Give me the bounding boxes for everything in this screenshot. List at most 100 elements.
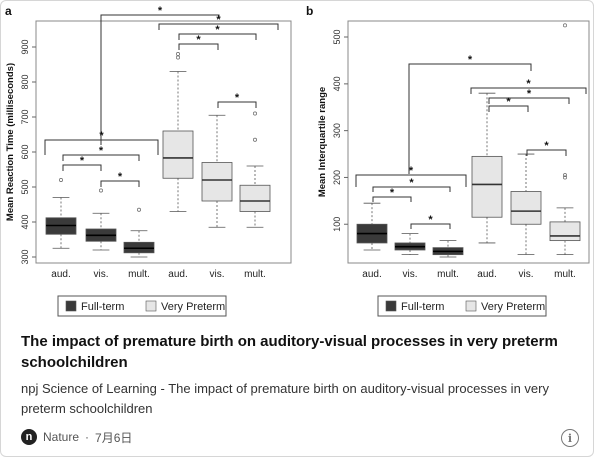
x-tick-label: mult.	[437, 269, 459, 280]
box-full-term-aud	[45, 178, 77, 249]
nature-logo-icon: n	[21, 429, 37, 445]
bracket-line	[44, 139, 159, 155]
significance-bracket: *	[488, 96, 529, 112]
legend-swatch	[385, 300, 397, 312]
panel-b: b 100 200 300 400 500 Mean Interquartile range…	[306, 4, 590, 317]
legend-frame	[57, 295, 227, 317]
bracket-line	[410, 223, 451, 229]
box-very-preterm-vis	[510, 153, 542, 256]
bracket-line	[100, 14, 220, 145]
bracket-line	[372, 196, 412, 202]
outlier-point	[563, 173, 567, 178]
significance-bracket: *	[408, 54, 532, 174]
bracket-line	[62, 154, 140, 161]
significance-bracket: *	[178, 24, 257, 40]
x-tick-label: aud.	[168, 269, 187, 280]
significance-star: *	[215, 24, 220, 36]
box-very-preterm-aud	[162, 52, 194, 212]
significance-star: *	[428, 214, 433, 226]
y-tick-label: 600	[20, 144, 30, 159]
bracket-line	[488, 97, 570, 104]
significance-bracket: *	[44, 130, 159, 155]
outlier-point	[253, 137, 257, 142]
significance-bracket: *	[100, 5, 220, 145]
significance-star: *	[468, 54, 473, 66]
y-tick-label: 900	[20, 39, 30, 54]
significance-star: *	[409, 165, 414, 177]
x-tick-label: mult.	[244, 269, 266, 280]
bracket-line	[372, 186, 451, 192]
plot-frame	[347, 20, 590, 264]
outlier-point	[563, 175, 567, 180]
bracket-line	[355, 174, 467, 187]
outlier-point	[176, 55, 180, 60]
significance-star: *	[506, 96, 511, 108]
box-full-term-vis	[85, 188, 117, 251]
box-iqr	[201, 162, 233, 202]
legend-label: Full-term	[401, 301, 444, 313]
figure[interactable]: a 300 400 500 600 700 800 900 Mean Reaction Time…	[1, 1, 593, 323]
significance-bracket: *	[158, 14, 279, 30]
y-tick-label: 500	[20, 179, 30, 194]
significance-bracket: *	[100, 171, 140, 187]
y-tick-label: 300	[20, 249, 30, 264]
significance-bracket: *	[488, 88, 570, 104]
plot-frame	[35, 20, 292, 264]
significance-star: *	[80, 155, 85, 167]
significance-bracket: *	[372, 187, 412, 202]
outlier-point	[59, 178, 63, 182]
y-tick-label: 200	[332, 170, 342, 185]
x-tick-label: aud.	[51, 269, 70, 280]
x-tick-label: mult.	[128, 269, 150, 280]
y-tick-label: 700	[20, 109, 30, 124]
significance-bracket: *	[62, 145, 140, 161]
y-tick-label: 500	[332, 30, 342, 45]
y-axis-label: Mean Reaction Time (milliseconds)	[5, 63, 16, 221]
outlier-point	[253, 111, 257, 116]
significance-star: *	[196, 34, 201, 46]
result-title[interactable]: The impact of premature birth on auditor…	[21, 333, 558, 371]
significance-bracket: *	[217, 92, 257, 108]
source-name[interactable]: Nature	[43, 430, 80, 444]
outlier-point	[563, 23, 567, 28]
box-full-term-vis	[394, 233, 426, 256]
box-full-term-mult	[123, 207, 155, 258]
bracket-line	[408, 63, 532, 174]
y-tick-label: 400	[20, 214, 30, 229]
significance-star: *	[99, 145, 104, 157]
box-iqr	[239, 184, 271, 212]
legend-label: Very Preterm	[481, 301, 545, 313]
significance-bracket: *	[526, 140, 567, 156]
legend-swatch	[465, 300, 477, 312]
significance-star: *	[526, 78, 531, 90]
panel-label: b	[306, 4, 313, 18]
info-icon[interactable]: i	[561, 429, 579, 447]
result-description: npj Science of Learning - The impact of …	[21, 381, 549, 416]
y-tick-label: 300	[332, 123, 342, 138]
legend: Full-term Very Preterm	[377, 295, 547, 317]
y-axis-label: Mean Interquartile range	[317, 87, 328, 197]
significance-star: *	[544, 140, 549, 152]
bracket-line	[178, 43, 219, 50]
box-iqr	[549, 221, 581, 242]
x-tick-label: vis.	[519, 269, 534, 280]
x-tick-label: vis.	[94, 269, 109, 280]
outlier-point	[137, 207, 141, 212]
legend-frame	[377, 295, 547, 317]
bracket-line	[62, 164, 102, 171]
significance-bracket: *	[355, 165, 467, 187]
publish-date: 7月6日	[95, 430, 133, 445]
bracket-line	[217, 101, 257, 108]
x-tick-label: mult.	[554, 269, 576, 280]
bracket-line	[178, 33, 257, 40]
x-tick-label: aud.	[477, 269, 496, 280]
legend-label: Very Preterm	[161, 301, 225, 313]
outlier-point	[176, 52, 180, 56]
box-iqr	[510, 191, 542, 225]
box-very-preterm-mult	[239, 111, 271, 228]
significance-star: *	[390, 187, 395, 199]
panel-label: a	[5, 4, 12, 18]
bracket-line	[526, 149, 567, 156]
box-iqr	[471, 155, 503, 218]
